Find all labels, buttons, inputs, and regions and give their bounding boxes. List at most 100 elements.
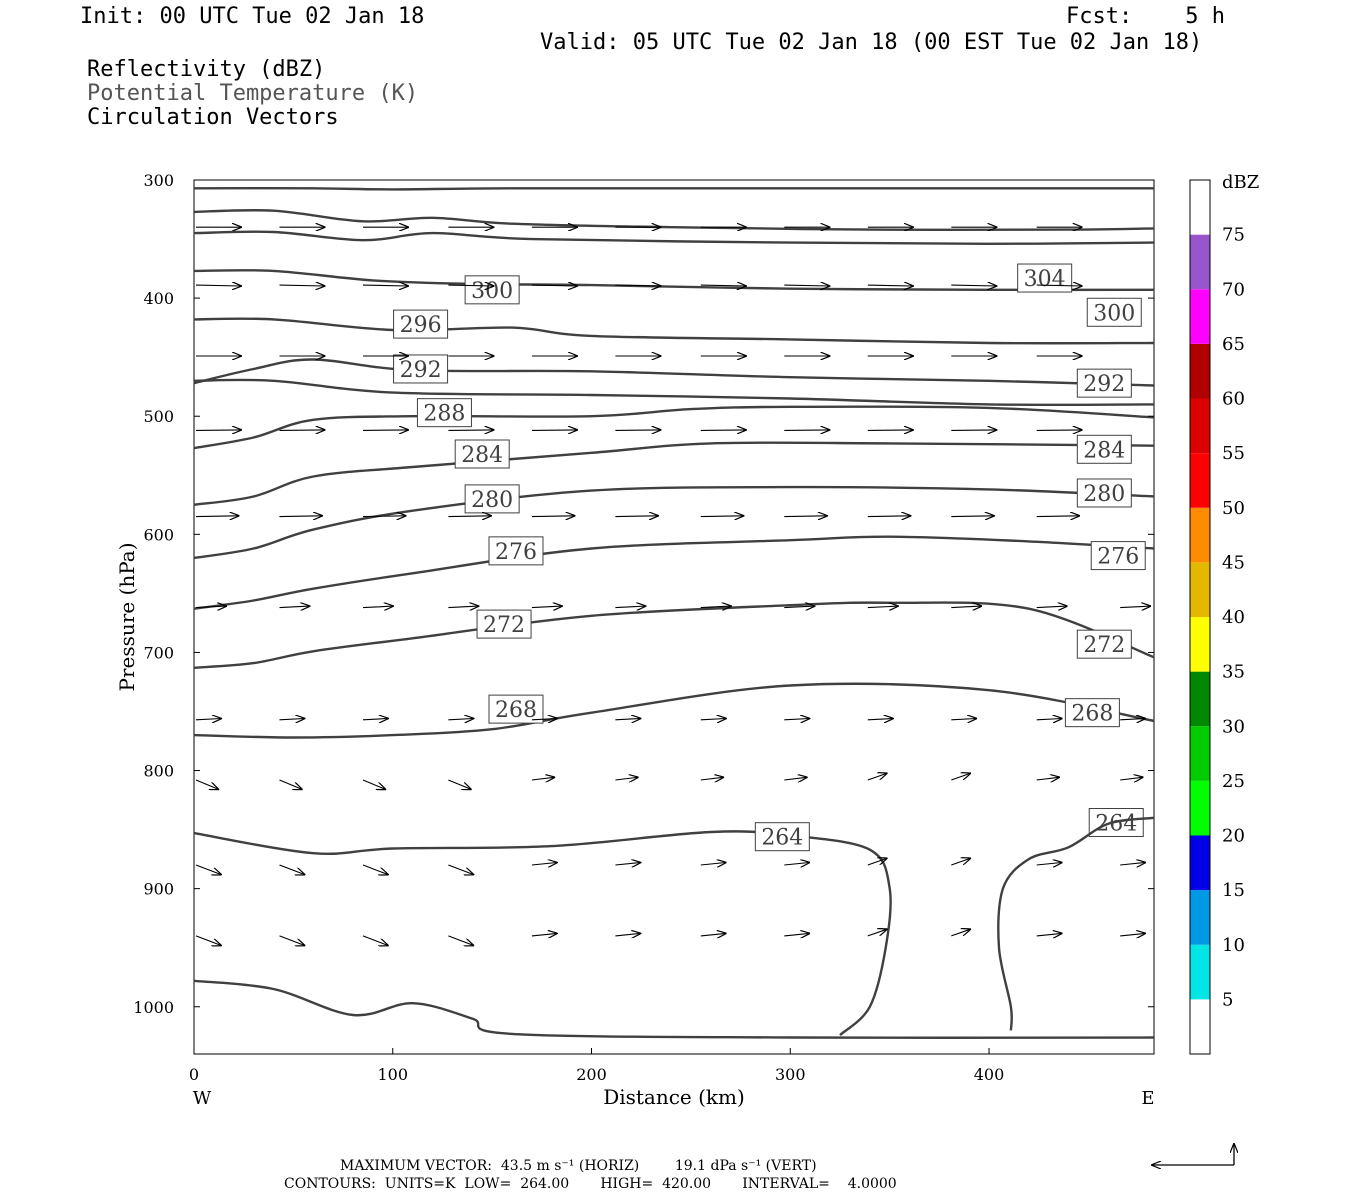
vector-arrow — [1120, 863, 1145, 866]
field-circulation-vectors: Circulation Vectors — [87, 105, 339, 130]
contour-info-note: CONTOURS: UNITS=K LOW= 264.00 HIGH= 420.… — [284, 1176, 897, 1192]
vector-arrow — [951, 516, 994, 517]
vector-arrow — [531, 863, 557, 866]
colorbar-tick-label: 65 — [1222, 334, 1245, 355]
vector-arrow — [784, 606, 814, 608]
init-time: Init: 00 UTC Tue 02 Jan 18 — [80, 4, 425, 29]
axes: 300 400 500 600 700 800 900 1000 0 100 200 300 400 W E… — [115, 171, 1155, 1109]
contour-label-box — [754, 822, 810, 852]
west-label: W — [193, 1088, 212, 1109]
theta-contour-line — [193, 682, 1155, 739]
theta-contour-line — [193, 230, 1155, 246]
contour-label-box — [1064, 698, 1120, 728]
colorbar-tick-label: 10 — [1222, 935, 1245, 956]
vector-arrow — [195, 719, 221, 720]
contour-label: 276 — [1097, 545, 1139, 570]
contour-label-box — [454, 439, 510, 469]
contour-label: 300 — [471, 279, 513, 304]
colorbar-swatch — [1190, 343, 1210, 399]
contour-label: 272 — [483, 613, 525, 638]
theta-contours: 304 300 300 296 292 292 288 284 284 280 280 276 276 2… — [193, 187, 1155, 1039]
vector-arrow — [448, 935, 473, 946]
vector-arrow — [1036, 863, 1062, 866]
colorbar-tick-label: 30 — [1222, 716, 1245, 737]
vector-arrow — [784, 933, 809, 936]
colorbar-swatch — [1190, 398, 1210, 454]
vector-arrow — [531, 430, 577, 431]
contour-label: 268 — [495, 698, 537, 723]
field-potential-temperature: Potential Temperature (K) — [87, 81, 419, 106]
vector-arrow — [531, 719, 557, 720]
theta-contour-line — [997, 816, 1155, 1031]
vector-arrow — [195, 430, 241, 431]
colorbar-tick-label: 5 — [1222, 989, 1233, 1010]
theta-contour-line — [193, 208, 1155, 232]
vector-arrow — [784, 777, 806, 780]
theta-contour-line — [193, 601, 1155, 669]
vector-arrow — [362, 285, 408, 286]
max-vector-note: MAXIMUM VECTOR: 43.5 m s⁻¹ (HORIZ) 19.1 … — [340, 1158, 817, 1174]
y-tick-label: 700 — [143, 643, 174, 662]
vector-arrow — [1036, 285, 1082, 286]
colorbar-swatch — [1190, 671, 1210, 727]
theta-contour-line — [193, 378, 1155, 407]
contour-label: 264 — [1095, 812, 1137, 837]
vector-arrow — [951, 929, 970, 937]
vector-arrow — [615, 863, 640, 866]
vector-arrow — [951, 285, 996, 286]
y-tick-label: 600 — [143, 525, 174, 544]
vector-arrow — [362, 516, 405, 517]
vector-arrow — [784, 285, 829, 286]
vector-arrow — [951, 606, 981, 608]
y-tick-label: 400 — [143, 289, 174, 308]
vector-arrow — [531, 285, 577, 286]
vector-arrow — [1036, 430, 1082, 431]
vector-arrow — [1036, 933, 1062, 936]
contour-label: 296 — [400, 313, 442, 338]
vector-arrow — [951, 858, 970, 866]
vector-arrow — [867, 719, 893, 720]
contour-label: 280 — [1083, 482, 1125, 507]
vector-arrow — [362, 864, 388, 875]
colorbar-swatch — [1190, 453, 1210, 508]
theta-contour-line — [193, 269, 1155, 292]
vector-arrow — [362, 935, 388, 946]
contour-label-box — [416, 398, 472, 428]
colorbar-swatch — [1190, 507, 1210, 563]
vector-arrow — [279, 430, 325, 431]
vector-arrow — [279, 935, 305, 946]
vector-arrow — [448, 285, 493, 286]
theta-contour-line — [193, 358, 1155, 387]
vector-arrow — [951, 773, 970, 781]
vector-arrow — [700, 719, 726, 720]
colorbar-swatch — [1190, 726, 1210, 781]
valid-time: Valid: 05 UTC Tue 02 Jan 18 (00 EST Tue … — [540, 30, 1203, 55]
vector-arrow — [279, 606, 310, 608]
contour-label-box — [488, 694, 544, 724]
vector-arrow — [1120, 719, 1145, 720]
contour-label: 300 — [1093, 301, 1135, 326]
vector-arrow — [279, 516, 323, 517]
vector-arrow — [784, 516, 827, 517]
vector-arrow — [279, 285, 325, 286]
colorbar-swatch — [1190, 890, 1210, 945]
vector-arrow — [700, 777, 723, 780]
forecast-hour: Fcst: 5 h — [1066, 4, 1225, 29]
vector-arrow — [362, 606, 393, 608]
colorbar-tick-label: 60 — [1222, 389, 1245, 410]
contour-label-box — [1090, 541, 1146, 571]
vector-arrow — [615, 719, 640, 720]
vector-arrow — [615, 606, 645, 608]
colorbar-tick-label: 55 — [1222, 443, 1245, 464]
colorbar-tick-label: 75 — [1222, 225, 1245, 246]
vector-arrow — [784, 863, 809, 866]
vector-arrow — [1036, 606, 1067, 608]
y-tick-label: 300 — [143, 171, 174, 190]
vector-arrow — [448, 606, 478, 608]
theta-contour-line — [193, 830, 892, 1037]
vector-arrow — [951, 719, 976, 720]
contour-label-box — [1076, 368, 1132, 398]
vector-arrow — [700, 285, 746, 286]
vector-arrow — [195, 779, 218, 789]
